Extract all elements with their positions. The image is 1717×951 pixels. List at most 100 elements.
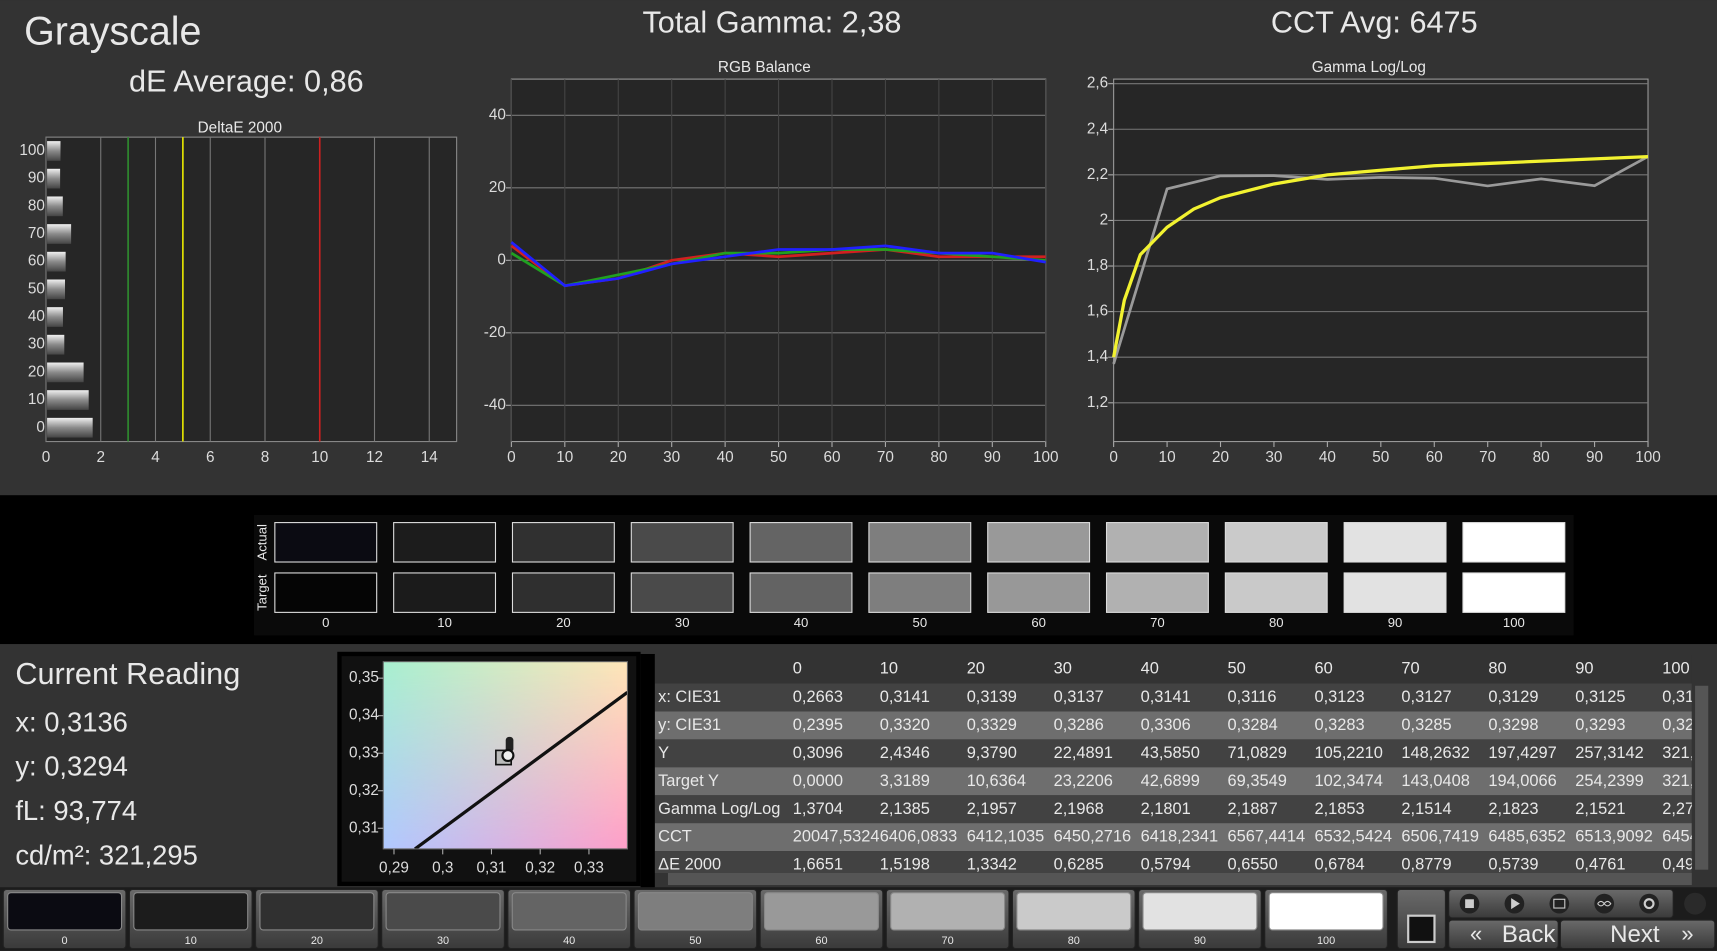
planckian-locus <box>414 690 629 851</box>
table-cell: 0,3141 <box>880 688 930 706</box>
swatch-button-label[interactable]: 20 <box>311 935 323 947</box>
back-button[interactable] <box>1448 919 1559 950</box>
x-tick-label: 70 <box>877 449 894 466</box>
table-row-bg <box>654 739 1692 768</box>
table-cell: 0,3123 <box>1314 688 1364 706</box>
bar <box>47 251 66 272</box>
target-swatch <box>1462 572 1566 613</box>
table-cell: 0,8779 <box>1401 856 1451 874</box>
table-cell: 0,3320 <box>880 716 930 734</box>
column-header: 30 <box>1054 660 1072 678</box>
actual-swatch <box>630 522 734 563</box>
level-label: 60 <box>1031 615 1046 630</box>
table-cell: 2,4346 <box>880 744 930 762</box>
bar <box>47 417 93 438</box>
column-header: 0 <box>793 660 802 678</box>
table-cell: 105,2210 <box>1314 744 1382 762</box>
back-label[interactable]: Back <box>1502 921 1556 948</box>
table-cell: 197,4297 <box>1488 744 1556 762</box>
y-tick-label: 40 <box>489 106 506 123</box>
y-tick-label: 2,2 <box>1087 166 1108 183</box>
table-cell: 6506,7419 <box>1401 828 1479 846</box>
data-table: 0 10 20 30 40 50 60 70 80 90 100 x: CIE31 0,2663 0,31… <box>654 655 1694 874</box>
table-cell: 0,3116 <box>1228 688 1277 706</box>
table-cell: 1,6651 <box>793 856 843 874</box>
y-tick-label: 20 <box>28 363 45 380</box>
control-button[interactable] <box>1639 893 1659 914</box>
scrollbar[interactable] <box>667 872 1692 886</box>
scrollbar[interactable] <box>1695 685 1709 870</box>
bar <box>47 196 63 217</box>
table-cell: 22,4891 <box>1054 744 1113 762</box>
y-tick-label: 1,6 <box>1087 303 1108 320</box>
bar <box>47 141 61 161</box>
back-arrow: « <box>1470 921 1482 946</box>
table-cell: 6567,4414 <box>1228 828 1306 846</box>
swatch-button-color <box>133 892 249 931</box>
target-gamma-line <box>1112 154 1649 358</box>
next-label[interactable]: Next <box>1610 921 1660 948</box>
row-label: ΔE 2000 <box>658 856 721 874</box>
y-tick-label: 2 <box>1100 211 1109 228</box>
bar <box>47 168 61 189</box>
swatch-button-label[interactable]: 60 <box>815 935 827 947</box>
row-label: CCT <box>658 828 692 846</box>
table-cell: 0,3137 <box>1054 688 1104 706</box>
swatch-button-color <box>259 892 375 931</box>
table-cell: 2,1887 <box>1228 800 1278 818</box>
swatch-button-label[interactable]: 70 <box>942 935 954 947</box>
swatch-button-label[interactable]: 40 <box>563 935 575 947</box>
level-label: 40 <box>794 615 809 630</box>
actual-swatch <box>1224 522 1328 563</box>
level-label: 80 <box>1269 615 1284 630</box>
level-label: 90 <box>1388 615 1403 630</box>
swatch-button-label[interactable]: 90 <box>1194 935 1206 947</box>
row-label: x: CIE31 <box>658 688 721 706</box>
x-tick-label: 30 <box>663 449 680 466</box>
table-row-bg <box>654 767 1692 796</box>
reading-line: y: 0,3294 <box>15 751 128 782</box>
cct-average: CCT Avg: 6475 <box>1271 5 1478 39</box>
swatch-button-label[interactable]: 80 <box>1068 935 1080 947</box>
table-cell: 20047,5324 <box>793 828 880 846</box>
swatch-button-color <box>1142 892 1258 931</box>
x-tick-label: 4 <box>151 449 160 466</box>
x-tick-label: 90 <box>1586 449 1603 466</box>
reading-line: x: 0,3136 <box>15 706 128 737</box>
table-cell: 71,0829 <box>1228 744 1287 762</box>
table-cell: 0,31 <box>1662 688 1694 706</box>
table-cell: 3,3189 <box>880 772 930 790</box>
table-cell: 6406,0833 <box>880 828 958 846</box>
y-tick-label: 90 <box>28 170 45 187</box>
table-cell: 2,1385 <box>880 800 930 818</box>
table-cell: 0,3286 <box>1054 716 1104 734</box>
table-row-bg <box>654 711 1692 740</box>
y-tick-label: -40 <box>484 396 506 413</box>
swatch-button-color <box>763 892 879 931</box>
swatch-button-label[interactable]: 50 <box>689 935 701 947</box>
x-tick-label: 40 <box>717 449 734 466</box>
table-row-bg <box>654 683 1692 712</box>
x-tick-label: 0 <box>507 449 516 466</box>
control-icon <box>1643 898 1655 910</box>
swatch-button-color <box>511 892 627 931</box>
measured-point <box>501 748 515 763</box>
actual-swatch <box>1462 522 1566 563</box>
table-cell: 6450,2716 <box>1054 828 1132 846</box>
row-label: Target <box>254 574 269 611</box>
table-row-bg <box>654 823 1692 852</box>
table-cell: 6412,1035 <box>967 828 1045 846</box>
next-button[interactable] <box>1559 919 1716 950</box>
control-button[interactable] <box>1684 892 1707 915</box>
x-tick-label: 70 <box>1479 449 1496 466</box>
swatch-button-label[interactable]: 0 <box>62 935 68 947</box>
x-tick-label: 14 <box>421 449 439 466</box>
actual-swatch <box>1343 522 1447 563</box>
swatch-button-label[interactable]: 10 <box>185 935 197 947</box>
control-button[interactable] <box>1549 893 1570 914</box>
swatch-button-label[interactable]: 30 <box>437 935 449 947</box>
table-cell: 0,3329 <box>967 716 1017 734</box>
table-cell: 0,49 <box>1662 856 1694 874</box>
y-tick-label: 0 <box>497 251 506 268</box>
swatch-button-label[interactable]: 100 <box>1317 935 1335 947</box>
